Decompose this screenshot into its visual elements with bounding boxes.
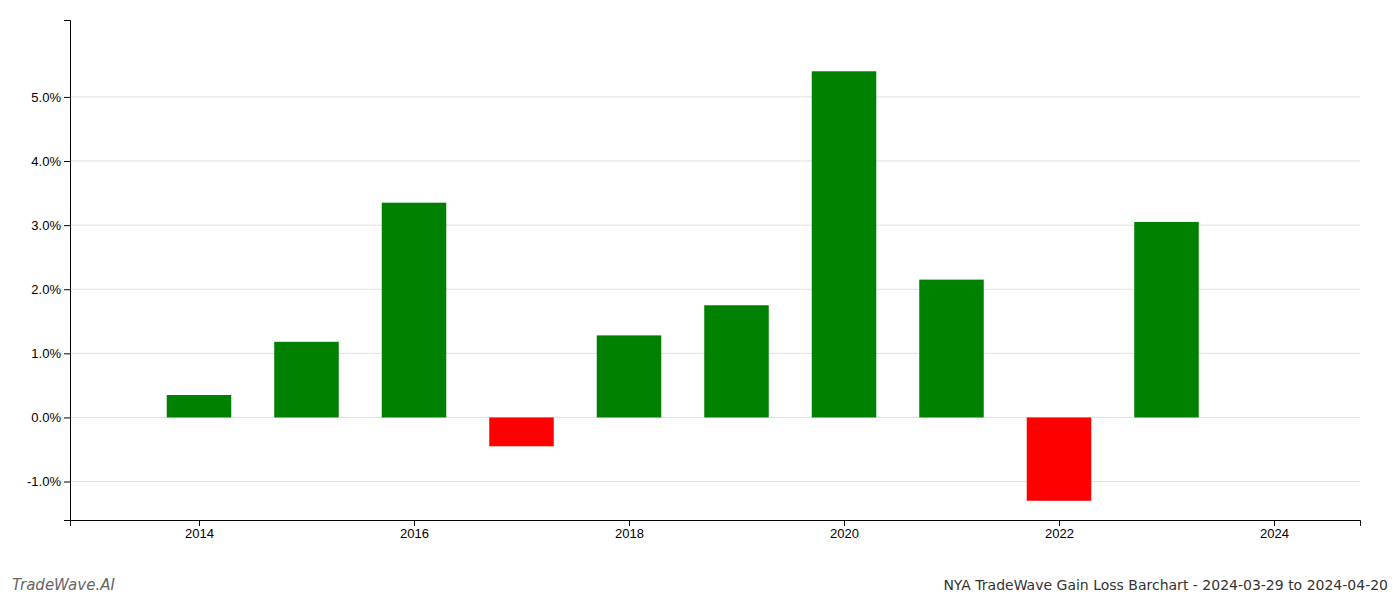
x-tick-label: 2020: [830, 526, 859, 541]
x-axis-line: [71, 521, 1361, 527]
x-tick-label: 2014: [185, 526, 214, 541]
bars: [167, 71, 1199, 500]
y-tick-mark: [64, 353, 70, 354]
x-tick: 2020: [830, 520, 859, 541]
x-tick: 2024: [1260, 520, 1289, 541]
y-tick-mark: [64, 225, 70, 226]
bar: [167, 395, 232, 417]
bar: [597, 335, 662, 417]
y-tick: 2.0%: [31, 282, 70, 297]
y-tick-label: 4.0%: [31, 154, 61, 169]
bar: [812, 71, 877, 417]
y-tick-label: 2.0%: [31, 282, 61, 297]
y-tick-label: 1.0%: [31, 346, 61, 361]
y-tick: 4.0%: [31, 154, 70, 169]
grid-line: [70, 161, 1360, 162]
bar: [704, 305, 769, 417]
y-tick-label: -1.0%: [27, 474, 61, 489]
x-tick-label: 2022: [1045, 526, 1074, 541]
y-axis-line: [64, 21, 71, 521]
y-tick: -1.0%: [27, 474, 70, 489]
y-tick: 0.0%: [31, 410, 70, 425]
x-tick: 2018: [615, 520, 644, 541]
x-tick: 2022: [1045, 520, 1074, 541]
x-tick-label: 2016: [400, 526, 429, 541]
grid: [70, 97, 1360, 482]
bar: [489, 417, 554, 446]
x-tick-mark: [629, 520, 630, 526]
title: NYA TradeWave Gain Loss Barchart - 2024-…: [943, 577, 1388, 593]
x-tick-mark: [1274, 520, 1275, 526]
y-tick: 3.0%: [31, 218, 70, 233]
y-tick-label: 3.0%: [31, 218, 61, 233]
bar: [382, 203, 447, 418]
x-tick-label: 2018: [615, 526, 644, 541]
y-tick-label: 5.0%: [31, 90, 61, 105]
x-tick-mark: [844, 520, 845, 526]
x-tick-mark: [1059, 520, 1060, 526]
y-axis: -1.0% 0.0% 1.0% 2.0% 3.0% 4.0% 5.0%: [27, 21, 70, 521]
bar: [1027, 417, 1092, 500]
bar: [919, 280, 984, 418]
x-tick-mark: [414, 520, 415, 526]
x-tick: 2014: [185, 520, 214, 541]
x-axis: 2014 2016 2018 2020 2022 2024: [71, 520, 1361, 541]
y-tick: 5.0%: [31, 90, 70, 105]
y-tick-label: 0.0%: [31, 410, 61, 425]
bar: [1134, 222, 1199, 418]
x-tick-label: 2024: [1260, 526, 1289, 541]
grid-line: [70, 481, 1360, 482]
y-tick-mark: [64, 161, 70, 162]
y-tick-mark: [64, 289, 70, 290]
grid-line: [70, 96, 1360, 97]
bar: [274, 342, 339, 418]
y-tick-mark: [64, 417, 70, 418]
chart: 2014 2016 2018 2020 2022 2024 -1.0% 0.0% 1.0% 2.0…: [0, 0, 1400, 600]
y-tick: 1.0%: [31, 346, 70, 361]
x-tick-mark: [199, 520, 200, 526]
watermark: TradeWave.AI: [12, 576, 115, 594]
y-tick-mark: [64, 97, 70, 98]
y-tick-mark: [64, 482, 70, 483]
x-tick: 2016: [400, 520, 429, 541]
